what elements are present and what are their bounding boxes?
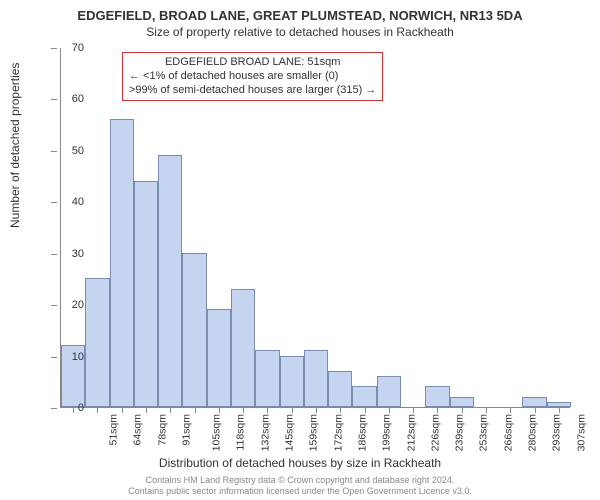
footer-attribution: Contains HM Land Registry data © Crown c…: [0, 475, 600, 498]
x-tick-label: 64sqm: [132, 414, 144, 446]
chart-title-main: EDGEFIELD, BROAD LANE, GREAT PLUMSTEAD, …: [0, 0, 600, 23]
x-tick: [195, 407, 196, 413]
x-tick: [365, 407, 366, 413]
x-tick-label: 307sqm: [575, 414, 587, 451]
x-tick-label: 78sqm: [156, 414, 168, 446]
x-tick: [413, 407, 414, 413]
x-tick: [462, 407, 463, 413]
y-tick-label: 10: [54, 351, 84, 363]
x-tick-label: 159sqm: [308, 414, 320, 451]
x-tick: [316, 407, 317, 413]
footer-line1: Contains HM Land Registry data © Crown c…: [0, 475, 600, 486]
histogram-bar: [85, 278, 109, 407]
annotation-line3: >99% of semi-detached houses are larger …: [129, 84, 376, 98]
x-tick: [146, 407, 147, 413]
x-tick-label: 172sqm: [332, 414, 344, 451]
histogram-bar: [231, 289, 255, 407]
histogram-bar: [158, 155, 182, 407]
annotation-box: EDGEFIELD BROAD LANE: 51sqm ← <1% of det…: [122, 52, 383, 101]
x-tick: [389, 407, 390, 413]
histogram-bar: [522, 397, 546, 407]
x-tick: [267, 407, 268, 413]
x-tick: [340, 407, 341, 413]
histogram-bar: [182, 253, 206, 407]
plot-area: 51sqm64sqm78sqm91sqm105sqm118sqm132sqm14…: [60, 48, 570, 408]
x-tick-label: 280sqm: [526, 414, 538, 451]
x-tick-label: 239sqm: [454, 414, 466, 451]
x-tick-label: 91sqm: [181, 414, 193, 446]
annotation-line2: ← <1% of detached houses are smaller (0): [129, 70, 376, 84]
x-tick-label: 118sqm: [234, 414, 246, 451]
histogram-bar: [207, 309, 231, 407]
x-tick: [559, 407, 560, 413]
histogram-chart: EDGEFIELD, BROAD LANE, GREAT PLUMSTEAD, …: [0, 0, 600, 500]
x-tick: [219, 407, 220, 413]
x-tick-label: 132sqm: [259, 414, 271, 451]
histogram-bar: [450, 397, 474, 407]
x-tick-label: 253sqm: [478, 414, 490, 451]
histogram-bar: [377, 376, 401, 407]
y-tick-label: 20: [54, 299, 84, 311]
histogram-bar: [304, 350, 328, 407]
histogram-bar: [352, 386, 376, 407]
histogram-bar: [328, 371, 352, 407]
x-tick-label: 212sqm: [405, 414, 417, 451]
histogram-bar: [110, 119, 134, 407]
histogram-bar: [280, 356, 304, 407]
y-tick-label: 60: [54, 93, 84, 105]
plot-outer: 51sqm64sqm78sqm91sqm105sqm118sqm132sqm14…: [60, 48, 570, 408]
x-tick: [437, 407, 438, 413]
histogram-bar: [134, 181, 158, 407]
x-tick-label: 293sqm: [551, 414, 563, 451]
x-tick: [292, 407, 293, 413]
x-tick: [170, 407, 171, 413]
x-tick: [535, 407, 536, 413]
x-tick: [510, 407, 511, 413]
x-tick-label: 199sqm: [381, 414, 393, 451]
histogram-bar: [255, 350, 279, 407]
y-tick-label: 40: [54, 196, 84, 208]
x-tick-label: 186sqm: [356, 414, 368, 451]
annotation-line1: EDGEFIELD BROAD LANE: 51sqm: [129, 56, 376, 70]
x-tick-label: 266sqm: [502, 414, 514, 451]
footer-line2: Contains public sector information licen…: [0, 486, 600, 497]
x-tick: [243, 407, 244, 413]
x-tick: [122, 407, 123, 413]
y-axis-label: Number of detached properties: [8, 63, 22, 228]
x-tick: [97, 407, 98, 413]
x-axis-label: Distribution of detached houses by size …: [0, 456, 600, 470]
y-tick-label: 0: [54, 402, 84, 414]
y-tick-label: 30: [54, 248, 84, 260]
x-tick-label: 145sqm: [284, 414, 296, 451]
x-tick: [486, 407, 487, 413]
x-tick-label: 105sqm: [211, 414, 223, 451]
x-tick-label: 51sqm: [108, 414, 120, 446]
x-tick-label: 226sqm: [429, 414, 441, 451]
y-tick-label: 50: [54, 145, 84, 157]
histogram-bar: [425, 386, 449, 407]
chart-title-sub: Size of property relative to detached ho…: [0, 23, 600, 39]
y-tick-label: 70: [54, 42, 84, 54]
